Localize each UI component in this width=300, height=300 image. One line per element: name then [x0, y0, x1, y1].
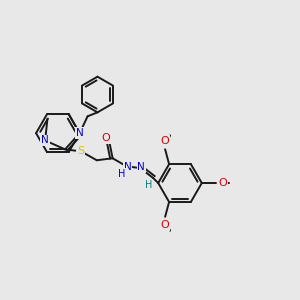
Text: O: O	[101, 134, 110, 143]
Text: O: O	[218, 178, 227, 188]
Text: N: N	[137, 162, 145, 172]
Text: H: H	[145, 180, 152, 190]
Text: O: O	[161, 136, 170, 146]
Text: N: N	[76, 128, 83, 138]
Text: N: N	[124, 162, 131, 172]
Text: N: N	[41, 136, 49, 146]
Text: S: S	[77, 146, 85, 156]
Text: H: H	[118, 169, 125, 179]
Text: O: O	[161, 220, 170, 230]
